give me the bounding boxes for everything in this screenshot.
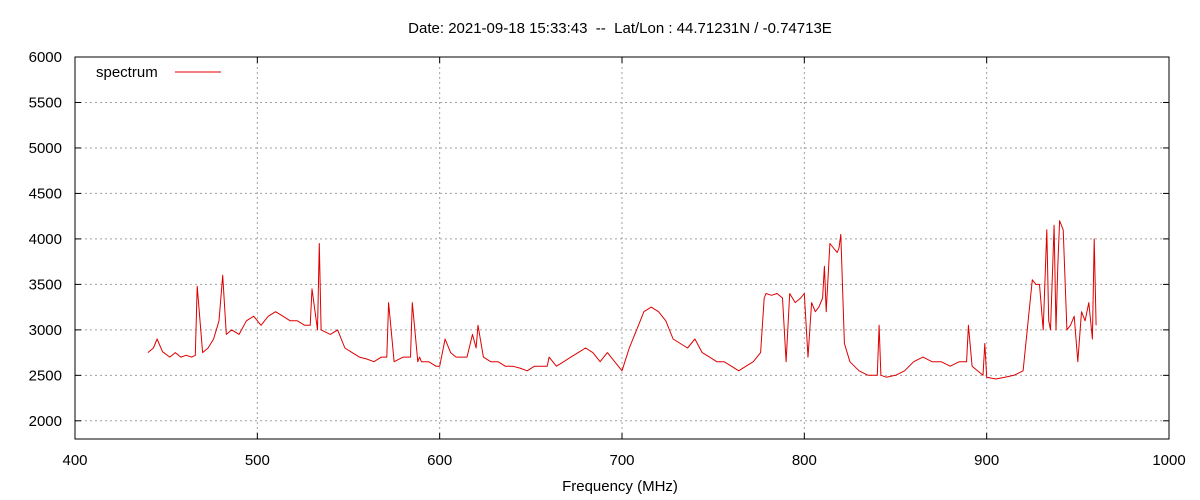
x-tick-label: 900 bbox=[974, 452, 999, 469]
legend-label-spectrum: spectrum bbox=[96, 64, 158, 81]
x-axis-title: Frequency (MHz) bbox=[562, 478, 678, 495]
y-tick-label: 2000 bbox=[29, 413, 62, 430]
x-tick-label: 400 bbox=[62, 452, 87, 469]
x-tick-label: 600 bbox=[427, 452, 452, 469]
series-line-spectrum bbox=[147, 220, 1097, 380]
chart-title: Date: 2021-09-18 15:33:43 -- Lat/Lon : 4… bbox=[408, 20, 832, 37]
y-tick-label: 5500 bbox=[29, 94, 62, 111]
x-tick-label: 800 bbox=[792, 452, 817, 469]
plot-frame bbox=[74, 56, 1170, 440]
x-tick-label: 500 bbox=[245, 452, 270, 469]
x-tick-label: 700 bbox=[609, 452, 634, 469]
tick-layer: 400 500 600 700 800 900 1000 2000 2500 3000 3500 40… bbox=[29, 49, 1186, 469]
y-tick-label: 5000 bbox=[29, 140, 62, 157]
grid-layer bbox=[75, 57, 1169, 439]
y-tick-label: 3500 bbox=[29, 276, 62, 293]
y-tick-label: 6000 bbox=[29, 49, 62, 66]
series-layer bbox=[147, 220, 1097, 380]
y-tick-label: 4500 bbox=[29, 185, 62, 202]
legend: spectrum bbox=[96, 64, 221, 81]
y-tick-label: 3000 bbox=[29, 322, 62, 339]
y-tick-label: 2500 bbox=[29, 367, 62, 384]
x-tick-label: 1000 bbox=[1152, 452, 1185, 469]
y-tick-label: 4000 bbox=[29, 231, 62, 248]
